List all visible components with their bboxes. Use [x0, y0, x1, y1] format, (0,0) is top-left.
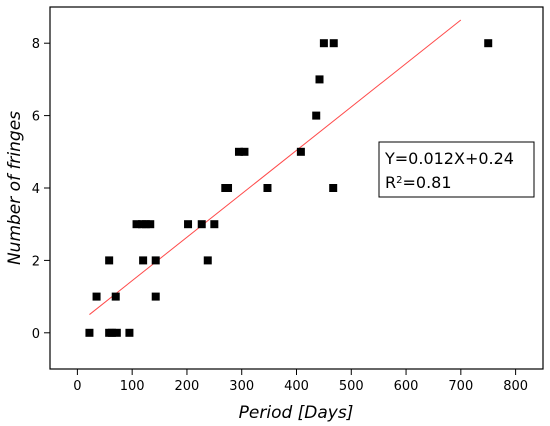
data-points [85, 39, 493, 337]
r-squared: R2=0.81 [385, 173, 452, 192]
data-point [85, 328, 94, 337]
data-point [125, 328, 134, 337]
data-point [112, 328, 121, 337]
data-point [151, 256, 160, 265]
x-tick-label: 400 [284, 379, 309, 394]
y-tick-label: 6 [32, 110, 40, 125]
data-point [197, 220, 206, 229]
data-point [139, 256, 148, 265]
data-point [92, 292, 101, 301]
data-point [296, 147, 305, 156]
fit-line-layer [89, 19, 462, 315]
x-tick-label: 0 [73, 379, 81, 394]
data-point [484, 39, 493, 48]
y-tick-label: 4 [32, 182, 40, 197]
x-tick-label: 800 [503, 379, 528, 394]
x-axis-title: Period [Days] [239, 403, 354, 423]
data-point [224, 184, 233, 192]
x-tick-label: 700 [448, 379, 473, 394]
data-point [151, 292, 160, 301]
data-point [146, 220, 155, 229]
r-squared-sup: 2 [396, 175, 402, 186]
data-point [184, 220, 193, 229]
x-tick-label: 600 [394, 379, 419, 394]
data-point [234, 147, 243, 156]
data-point [107, 328, 116, 337]
r-squared-prefix: R [385, 173, 396, 192]
annotation-box [378, 141, 535, 198]
data-point [203, 256, 212, 265]
data-point [329, 39, 338, 48]
data-point [263, 184, 272, 192]
y-tick-label: 8 [32, 37, 40, 52]
fit-annotation: Y=0.012X+0.24 R2=0.81 [378, 141, 535, 198]
y-tick-label: 2 [32, 254, 40, 269]
data-point [210, 220, 219, 229]
x-tick-label: 500 [339, 379, 364, 394]
data-point [315, 75, 324, 84]
x-tick-label: 300 [229, 379, 254, 394]
y-axis-title: Number of fringes [5, 111, 25, 265]
data-point [111, 292, 120, 301]
fit-equation: Y=0.012X+0.24 [384, 149, 514, 168]
data-point [132, 220, 141, 229]
data-point [105, 256, 114, 265]
fit-line [89, 19, 462, 315]
x-tick-label: 200 [175, 379, 200, 394]
data-point [329, 184, 338, 192]
data-point [240, 147, 249, 156]
y-tick-label: 0 [32, 327, 40, 342]
data-point [141, 220, 150, 229]
data-point [312, 111, 321, 120]
data-point [319, 39, 328, 48]
ticks: 0 100 200 300 400 500 600 700 800 0 2 4 6 8 [32, 37, 528, 394]
x-tick-label: 100 [120, 379, 145, 394]
r-squared-value: =0.81 [403, 173, 452, 192]
